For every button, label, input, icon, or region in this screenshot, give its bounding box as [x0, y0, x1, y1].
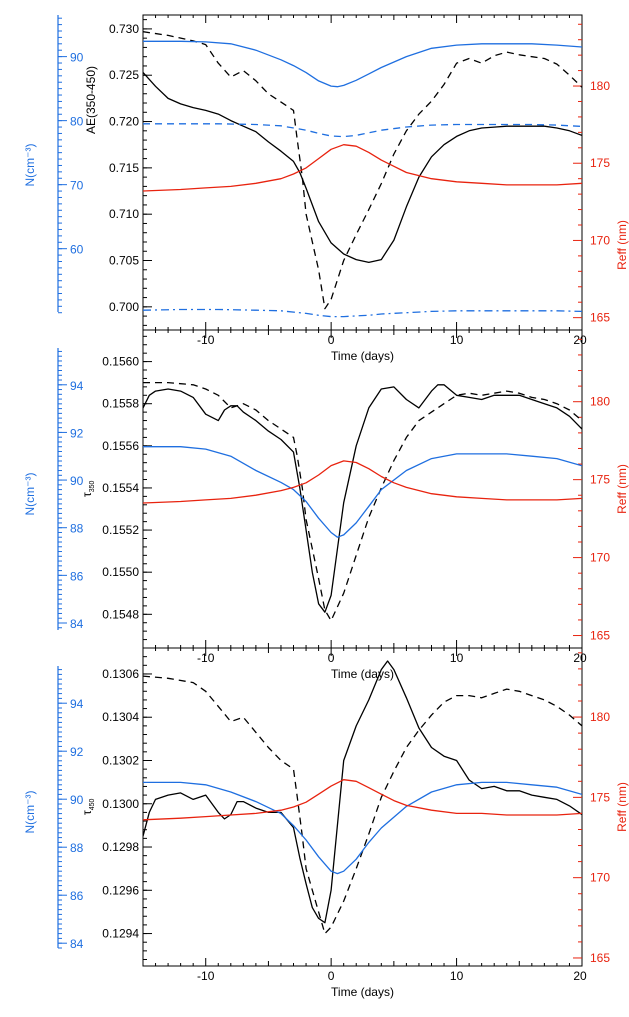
plot-frame: [142, 14, 583, 331]
y-axis-label-subscript: 350: [89, 480, 96, 492]
x-axis-label: Time (days): [331, 985, 394, 999]
left-y-tick-label: 70: [70, 179, 84, 193]
series-line-blue-dashdot: [143, 308, 582, 318]
y-axis-label: AE(350-450): [84, 66, 98, 134]
plot-frame: [142, 329, 583, 649]
x-tick-label: 0: [328, 651, 335, 665]
right-y-axis-label: Reff (nm): [615, 220, 629, 270]
x-tick-label: 20: [573, 333, 587, 347]
series-line-black-solid: [143, 71, 582, 264]
series-line-blue-dashed: [143, 123, 582, 138]
y-axis-label: τ450: [80, 798, 96, 815]
x-axis-label: Time (days): [331, 349, 394, 363]
series-line-blue-solid: [143, 40, 582, 88]
chart-panel-3: -10 0 10 20 Time (days) 0.1294 0.1296 0.1298 0.1…: [23, 647, 629, 999]
left-y-tick-label: 90: [70, 474, 84, 488]
right-y-tick-label: 180: [590, 710, 610, 724]
y-tick-label: 0.1306: [102, 667, 139, 681]
y-tick-label: 0.1550: [102, 565, 139, 579]
y-tick-label: 0.1556: [102, 439, 139, 453]
y-tick-label: 0.1298: [102, 840, 139, 854]
y-tick-label: 0.700: [109, 300, 139, 314]
left-y-tick-label: 92: [70, 745, 84, 759]
left-y-tick-label: 90: [70, 793, 84, 807]
series-line-red-solid: [143, 779, 582, 821]
left-y-tick-label: 86: [70, 889, 84, 903]
right-y-tick-label: 180: [590, 395, 610, 409]
x-tick-label: -10: [197, 333, 215, 347]
series-line-black-solid: [143, 660, 582, 924]
left-y-tick-label: 84: [70, 937, 84, 951]
series-line-blue-solid: [143, 446, 582, 538]
left-y-tick-label: 90: [70, 51, 84, 65]
left-y-tick-label: 80: [70, 115, 84, 129]
series-line-blue-solid: [143, 781, 582, 875]
right-y-tick-label: 170: [590, 551, 610, 565]
left-y-tick-label: 60: [70, 243, 84, 257]
right-y-tick-label: 180: [590, 79, 610, 93]
left-y-tick-label: 88: [70, 522, 84, 536]
x-tick-label: 0: [328, 969, 335, 983]
x-axis-label: Time (days): [331, 667, 394, 681]
y-tick-label: 0.1554: [102, 481, 139, 495]
right-y-tick-label: 175: [590, 790, 610, 804]
y-axis-label: τ350: [80, 480, 96, 497]
y-tick-label: 0.1560: [102, 355, 139, 369]
x-tick-label: 10: [450, 969, 464, 983]
x-tick-label: -10: [197, 651, 215, 665]
left-y-tick-label: 92: [70, 426, 84, 440]
series-line-black-solid: [143, 384, 582, 613]
y-tick-label: 0.710: [109, 207, 139, 221]
series-line-black-dashed: [143, 31, 582, 310]
y-tick-label: 0.1294: [102, 927, 139, 941]
right-y-tick-label: 175: [590, 473, 610, 487]
x-tick-label: 10: [450, 333, 464, 347]
y-tick-label: 0.730: [109, 22, 139, 36]
y-tick-label: 0.1552: [102, 523, 139, 537]
y-tick-label: 0.1296: [102, 883, 139, 897]
right-y-tick-label: 170: [590, 233, 610, 247]
right-y-tick-label: 165: [590, 311, 610, 325]
y-tick-label: 0.1548: [102, 607, 139, 621]
y-axis-label-symbol: τ: [80, 492, 94, 497]
y-tick-label: 0.1300: [102, 797, 139, 811]
left-y-axis-label: N(cm⁻³): [23, 473, 37, 516]
series-line-black-dashed: [143, 675, 582, 935]
left-y-tick-label: 88: [70, 841, 84, 855]
left-y-tick-label: 86: [70, 569, 84, 583]
right-y-tick-label: 175: [590, 156, 610, 170]
right-y-tick-label: 170: [590, 871, 610, 885]
right-y-tick-label: 165: [590, 629, 610, 643]
plot-frame: [142, 647, 583, 967]
left-y-tick-label: 94: [70, 697, 84, 711]
right-y-axis-label: Reff (nm): [615, 464, 629, 514]
y-tick-label: 0.705: [109, 254, 139, 268]
series-line-red-solid: [143, 460, 582, 504]
y-tick-label: 0.1302: [102, 753, 139, 767]
x-tick-label: 20: [573, 969, 587, 983]
y-tick-label: 0.725: [109, 68, 139, 82]
series-line-red-solid: [143, 144, 582, 192]
y-axis-label-symbol: τ: [80, 810, 94, 815]
chart-panel-1: -10 0 10 20 Time (days) 0.700 0.705 0.710 0.715 0…: [23, 14, 629, 363]
x-tick-label: 0: [328, 333, 335, 347]
y-tick-label: 0.1558: [102, 397, 139, 411]
y-tick-label: 0.715: [109, 161, 139, 175]
right-y-axis-label: Reff (nm): [615, 782, 629, 832]
y-tick-label: 0.720: [109, 115, 139, 129]
right-y-tick-label: 165: [590, 951, 610, 965]
left-y-axis-label: N(cm⁻³): [23, 144, 37, 187]
y-tick-label: 0.1304: [102, 710, 139, 724]
left-y-tick-label: 84: [70, 617, 84, 631]
chart-panel-2: -10 0 10 20 Time (days) 0.1548 0.1550 0.1552 0.1…: [23, 329, 629, 681]
series-line-black-dashed: [143, 381, 582, 622]
x-tick-label: 20: [573, 651, 587, 665]
x-tick-label: 10: [450, 651, 464, 665]
left-y-tick-label: 94: [70, 379, 84, 393]
y-axis-label-subscript: 450: [89, 798, 96, 810]
x-tick-label: -10: [197, 969, 215, 983]
left-y-axis-label: N(cm⁻³): [23, 791, 37, 834]
